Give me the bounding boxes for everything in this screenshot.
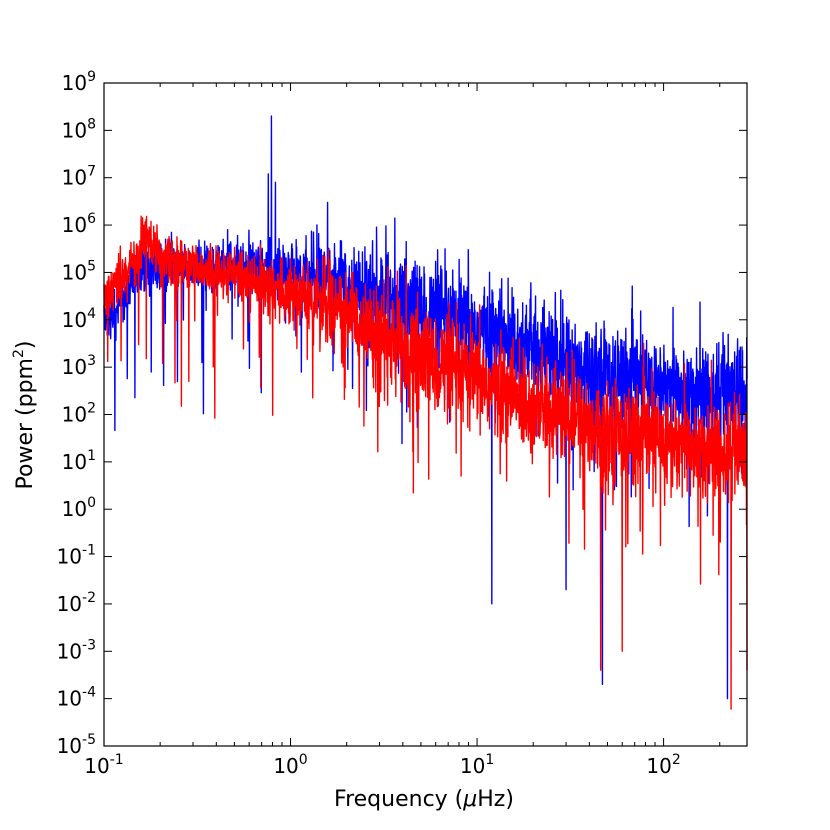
y-tick-label: 100 [62, 495, 96, 521]
x-tick-label: 102 [646, 752, 680, 778]
plot-frame [103, 82, 748, 747]
x-axis-label: Frequency (μHz) [334, 787, 514, 812]
y-axis-label: Power (ppm2) [11, 341, 38, 490]
y-tick-label: 101 [62, 448, 96, 474]
y-tick-label: 102 [62, 401, 96, 427]
y-tick-label: 107 [62, 164, 96, 190]
y-tick-label: 10-1 [57, 543, 96, 569]
x-tick-label: 101 [460, 752, 494, 778]
y-tick-label: 10-2 [57, 590, 96, 616]
y-tick-label: 10-3 [57, 637, 96, 663]
y-tick-label: 103 [62, 353, 96, 379]
y-tick-label: 108 [62, 116, 96, 142]
series-line-blue [103, 115, 748, 700]
y-tick-label: 10-4 [57, 685, 97, 711]
ticks-layer: 10-1 100 101 102 10-5 10-4 10-3 10-2 10-1 100 101 1… [57, 69, 747, 778]
y-tick-label: 104 [62, 306, 96, 332]
series-layer [103, 115, 748, 710]
x-tick-label: 100 [273, 752, 307, 778]
y-tick-label: 106 [62, 211, 96, 237]
y-tick-label: 109 [62, 69, 96, 95]
y-tick-label: 10-5 [57, 732, 96, 758]
y-tick-label: 105 [62, 258, 96, 284]
x-tick-label: 10-1 [84, 752, 123, 778]
series-line-red [103, 215, 748, 710]
